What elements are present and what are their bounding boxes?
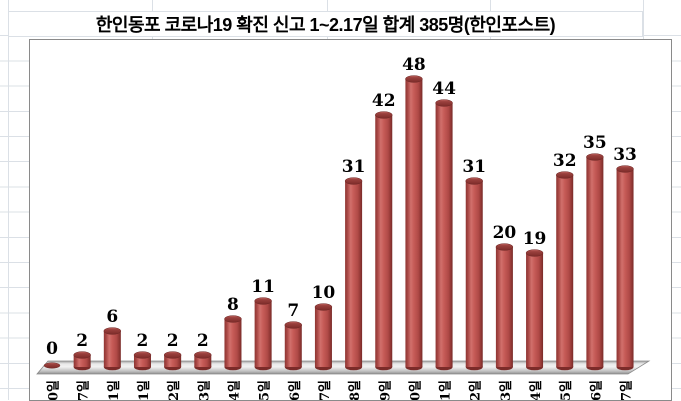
x-axis-label: 2.13일: [499, 380, 514, 400]
x-axis-label: 2.5일: [258, 380, 273, 400]
bar-value-label: 6: [106, 307, 118, 327]
cylinder-body: [103, 331, 121, 367]
cylinder-top: [103, 327, 122, 335]
cylinder-top: [254, 297, 272, 305]
x-axis-label: 2.8일: [348, 380, 363, 400]
cylinder-top: [555, 171, 574, 179]
chart-title-text: 한인동포 코로나19 확진 신고 1~2.17일 합계 385명(한인포스트): [95, 15, 556, 35]
bar-series-item[interactable]: 8 2.4일: [224, 295, 242, 400]
cylinder-body: [556, 175, 574, 367]
bar-series-item[interactable]: 33 2.17일: [613, 145, 637, 400]
x-axis-label: 2.7일: [318, 380, 333, 400]
bar-series-item[interactable]: 31 2.8일: [342, 157, 366, 400]
bar-value-label: 20: [493, 223, 517, 243]
cylinder-bar-chart: 0 1.20일 2 1.27일 6 1.31일 2 2.1일 2 2.2일 2 2.3일 8 2.4일 11…: [36, 55, 651, 400]
x-axis-label: 2.9일: [378, 380, 393, 400]
cylinder-body: [586, 157, 604, 367]
bar-series-item[interactable]: 20 2.13일: [493, 223, 517, 400]
x-axis-label: 2.15일: [559, 380, 574, 400]
cylinder-top: [194, 351, 212, 359]
x-axis-label: 2.10일: [408, 380, 423, 400]
bar-value-label: 44: [432, 79, 456, 99]
x-axis-label: 2.4일: [227, 380, 242, 400]
cylinder-top: [616, 165, 634, 173]
bar-series-item[interactable]: 44 2.11일: [432, 79, 456, 400]
bar-value-label: 19: [523, 229, 547, 249]
x-axis-label: 2.3일: [197, 380, 212, 400]
bar-series-item[interactable]: 2 2.3일: [194, 331, 212, 400]
title-cell[interactable]: 한인동포 코로나19 확진 신고 1~2.17일 합계 385명(한인포스트): [8, 11, 643, 37]
bar-value-label: 32: [553, 151, 577, 171]
cylinder-top: [586, 153, 604, 161]
bar-value-label: 10: [312, 283, 336, 303]
bar-series-item[interactable]: 35 2.16일: [583, 133, 607, 400]
cylinder-body: [526, 253, 544, 367]
cylinder-top: [133, 351, 152, 359]
cylinder-top: [163, 351, 182, 359]
bar-series-item[interactable]: 19 2.14일: [523, 229, 547, 400]
x-axis-label: 2.2일: [167, 380, 182, 400]
bar-series-item[interactable]: 2 2.1일: [133, 331, 152, 400]
x-axis-label: 2.12일: [469, 380, 484, 400]
x-axis-label: 2.11일: [439, 380, 454, 400]
cylinder-body: [616, 169, 634, 367]
bar-series-item[interactable]: 48 2.10일: [402, 55, 426, 400]
bar-value-label: 31: [462, 157, 486, 177]
bar-series-item[interactable]: 6 1.31일: [103, 307, 122, 400]
x-axis-label: 1.27일: [77, 380, 92, 400]
cylinder-top: [525, 249, 544, 257]
bar-value-label: 48: [402, 55, 426, 75]
cylinder-top: [435, 99, 453, 107]
bar-series-item[interactable]: 42 2.9일: [372, 91, 396, 400]
bar-value-label: 33: [613, 145, 637, 165]
cylinder-top: [495, 243, 514, 251]
x-axis-label: 2.1일: [137, 380, 152, 400]
bar-series-item[interactable]: 2 1.27일: [73, 331, 92, 400]
x-axis-label: 1.31일: [107, 380, 122, 400]
bar-series-item[interactable]: 10 2.7일: [312, 283, 336, 400]
bar-value-label: 31: [342, 157, 366, 177]
bar-series-item[interactable]: 31 2.12일: [462, 157, 486, 400]
bar-value-label: 7: [287, 301, 299, 321]
cylinder-top: [344, 177, 363, 185]
bar-value-label: 8: [227, 295, 239, 315]
cylinder-body: [224, 319, 242, 367]
bar-series-item[interactable]: 7 2.6일: [284, 301, 303, 400]
cylinder-body: [435, 103, 453, 367]
x-axis-label: 2.6일: [288, 380, 303, 400]
bar-series-item[interactable]: 2 2.2일: [163, 331, 182, 400]
x-axis-label: 2.17일: [620, 380, 635, 400]
cylinder-top: [284, 321, 303, 329]
cylinder-body: [375, 115, 393, 367]
cylinder-top: [375, 111, 393, 119]
cylinder-body: [284, 325, 302, 367]
x-axis-label: 2.16일: [589, 380, 604, 400]
cylinder-body: [314, 307, 332, 367]
cylinder-top: [224, 315, 242, 323]
bar-series-item[interactable]: 0 1.20일: [43, 339, 62, 400]
bar-value-label: 11: [251, 277, 275, 297]
bar-value-label: 42: [372, 91, 396, 111]
bar-value-label: 2: [137, 331, 149, 351]
x-axis-label: 2.14일: [529, 380, 544, 400]
cylinder-body: [405, 79, 423, 367]
bar-series-item[interactable]: 11 2.5일: [251, 277, 275, 400]
cylinder-body: [254, 301, 272, 367]
bar-value-label: 2: [167, 331, 179, 351]
chart-container[interactable]: 0 1.20일 2 1.27일 6 1.31일 2 2.1일 2 2.2일 2 2.3일 8 2.4일 11…: [29, 39, 672, 401]
bar-value-label: 0: [46, 339, 58, 359]
cylinder-top: [314, 303, 333, 311]
cylinder-top: [405, 75, 423, 83]
cylinder-top: [465, 177, 483, 185]
cylinder-body: [465, 181, 483, 367]
bar-value-label: 2: [197, 331, 209, 351]
cylinder-body: [495, 247, 513, 367]
bar-series-item[interactable]: 32 2.15일: [553, 151, 577, 400]
cylinder-body: [345, 181, 363, 367]
bar-value-label: 35: [583, 133, 607, 153]
x-axis-label: 1.20일: [47, 380, 62, 400]
cylinder-flat-disc: [43, 362, 61, 369]
cylinder-top: [73, 351, 91, 359]
bar-value-label: 2: [76, 331, 88, 351]
